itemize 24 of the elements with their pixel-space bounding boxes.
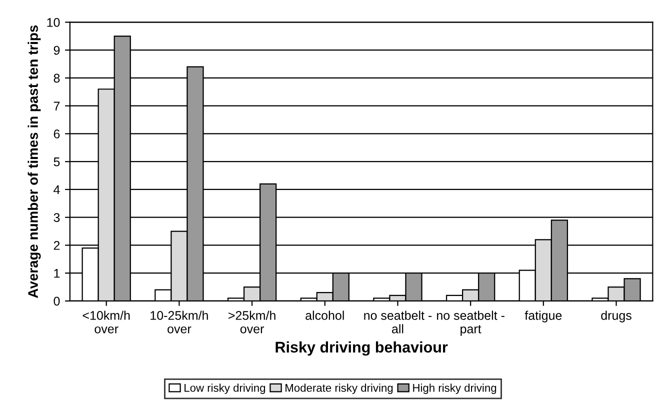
y-axis-title: Average number of times in past ten trips <box>28 25 41 298</box>
x-axis-title: Risky driving behaviour <box>276 341 448 356</box>
y-tick-label: 7 <box>54 102 60 110</box>
x-tick-label: drugs <box>601 310 632 322</box>
y-tick-label: 9 <box>54 46 60 55</box>
x-tick-label: no seatbelt - part <box>437 310 504 336</box>
y-tick-label: 8 <box>54 74 60 83</box>
legend-label: Moderate risky driving <box>286 384 393 394</box>
y-tick-label: 6 <box>54 130 60 138</box>
y-tick-label: 4 <box>54 185 60 194</box>
x-tick-label: >25km/h over <box>228 310 276 334</box>
x-tick-label: fatigue <box>524 310 562 322</box>
y-tick-label: 1 <box>54 269 60 278</box>
y-tick-label: 2 <box>54 241 60 250</box>
y-tick-label: 5 <box>54 158 60 166</box>
legend-label: Low risky driving <box>184 384 266 394</box>
y-tick-label: 10 <box>47 18 60 27</box>
legend-label: High risky driving <box>413 384 496 394</box>
x-tick-label: alcohol <box>306 310 344 320</box>
y-tick-label: 0 <box>54 296 60 306</box>
x-tick-label: 10-25km/h over <box>150 310 208 334</box>
x-tick-label: no seatbelt - all <box>364 310 432 334</box>
x-tick-label: <10km/h over <box>82 310 130 334</box>
y-tick-label: 3 <box>54 213 60 222</box>
